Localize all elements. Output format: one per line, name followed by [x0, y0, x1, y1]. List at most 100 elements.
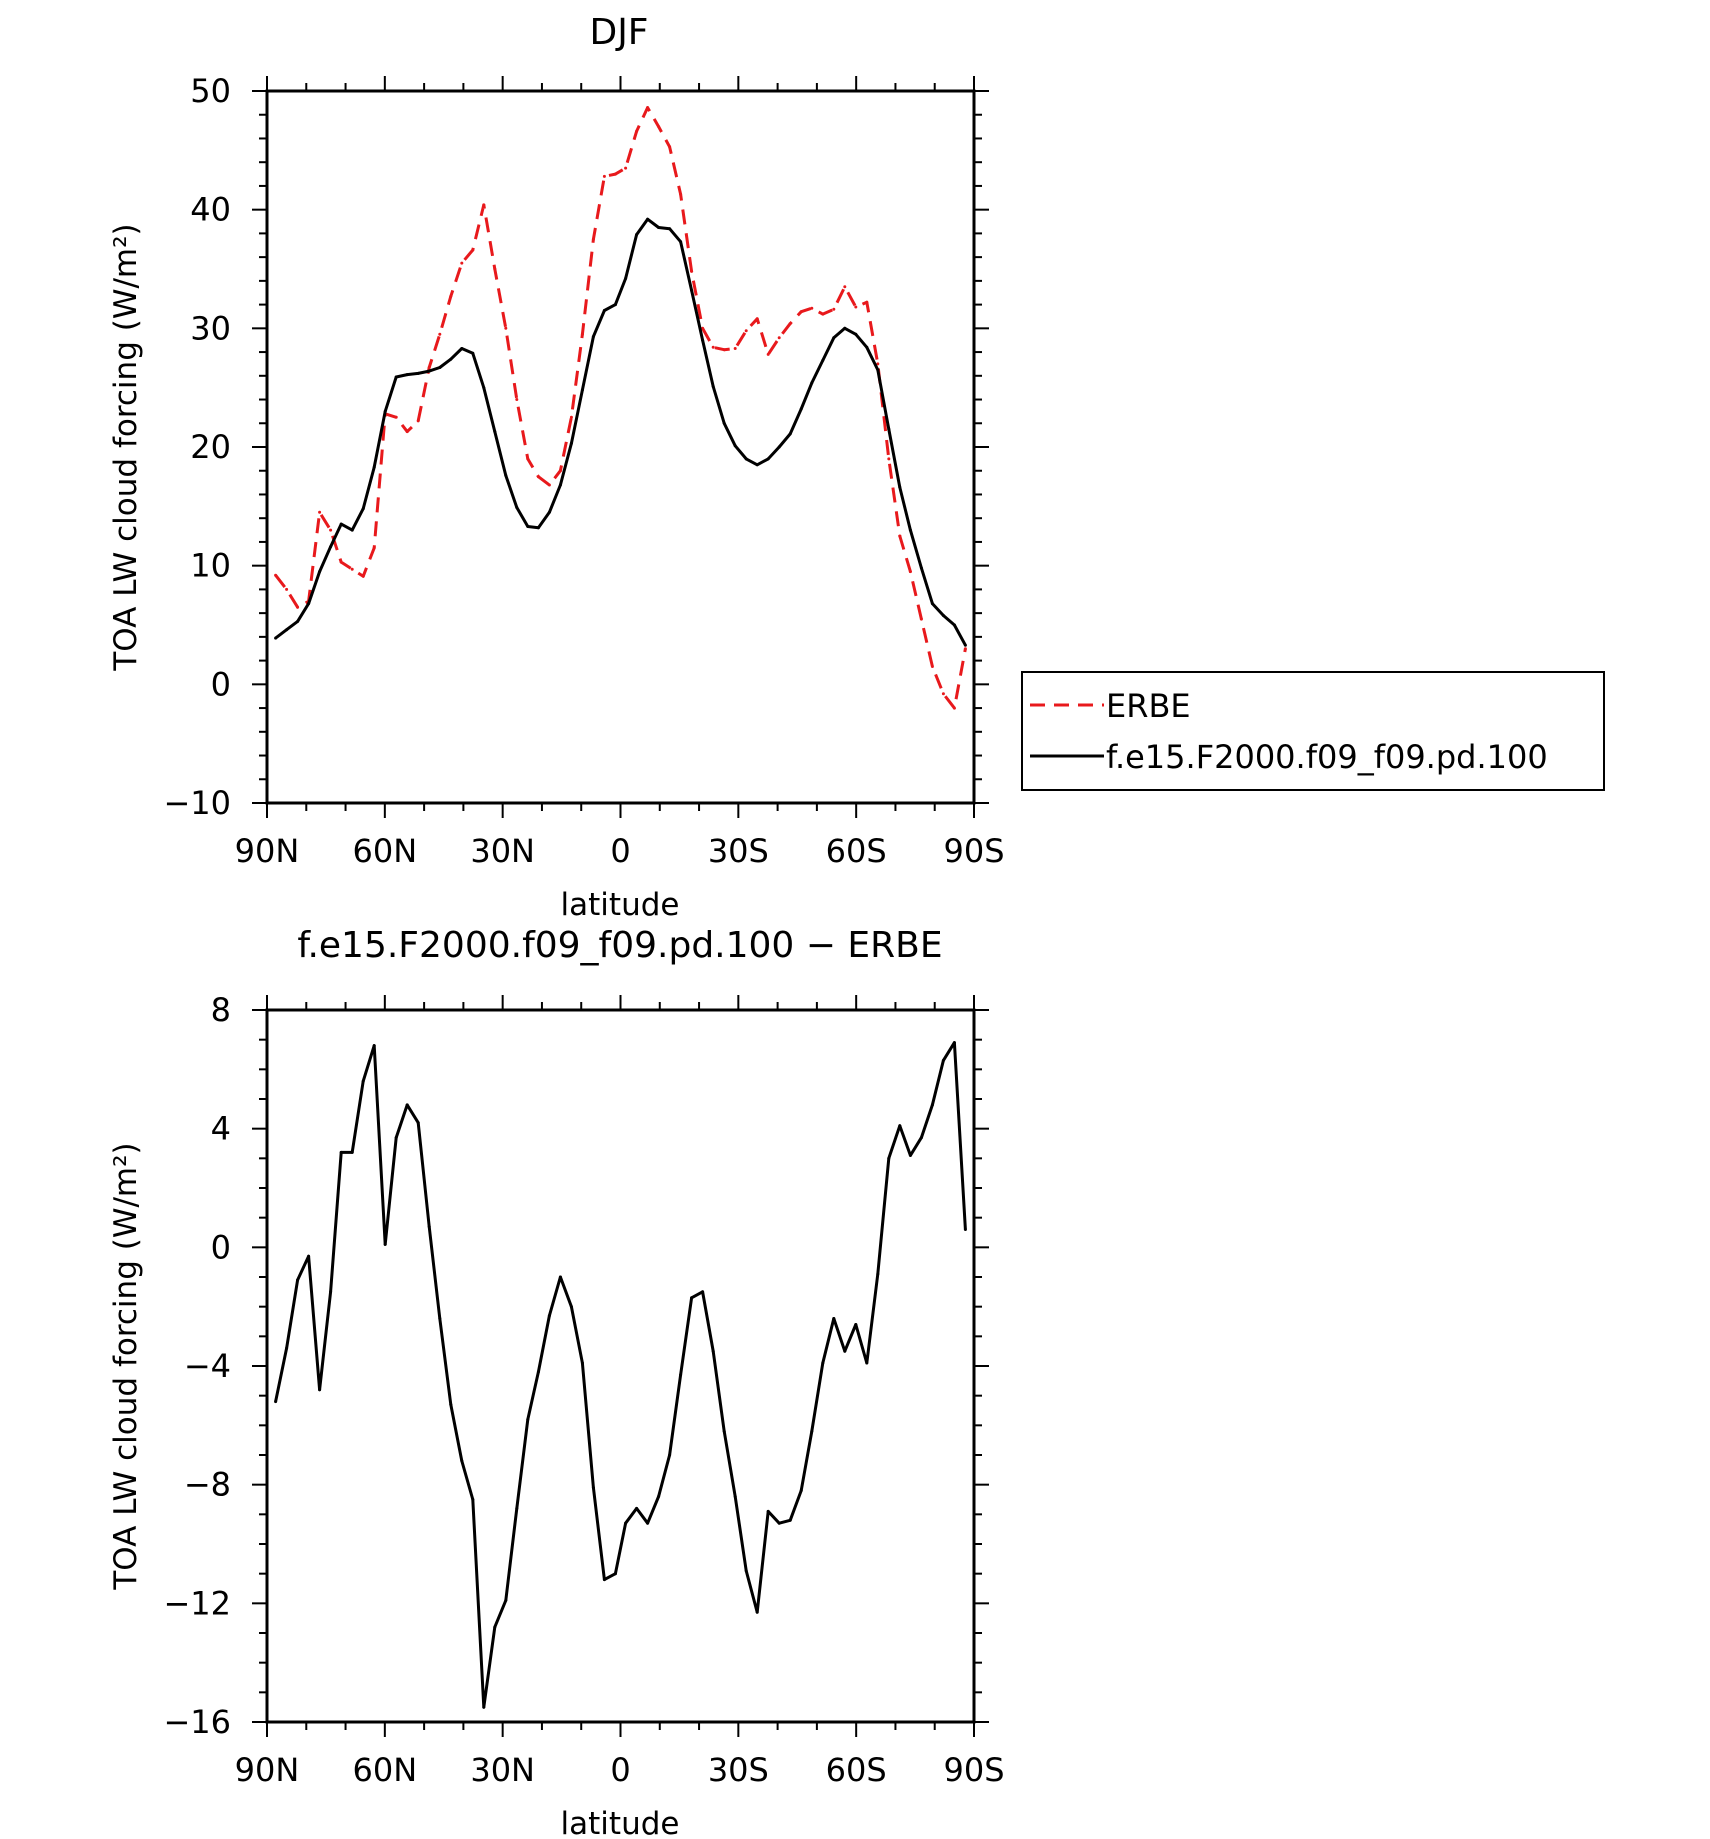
- bottom-x-axis-label: latitude: [561, 1806, 680, 1839]
- top-series-1-point: [613, 303, 617, 307]
- top-series-0-point: [952, 706, 956, 710]
- bottom-series-0-point: [383, 1242, 387, 1246]
- legend-box: [1021, 671, 1605, 791]
- top-series-1-point: [821, 358, 825, 362]
- top-series-1-point: [898, 485, 902, 489]
- top-series-0-point: [657, 125, 661, 129]
- bottom-series-0-point: [898, 1124, 902, 1128]
- top-series-1-point: [777, 445, 781, 449]
- bottom-y-tick-label: 8: [211, 991, 231, 1029]
- top-series-0-point: [799, 310, 803, 314]
- top-series-0-point: [832, 307, 836, 311]
- top-series-0-point: [536, 475, 540, 479]
- top-series-0-point: [941, 692, 945, 696]
- bottom-series-0-point: [558, 1275, 562, 1279]
- top-series-0-point: [471, 248, 475, 252]
- top-series-0-point: [613, 172, 617, 176]
- top-series-1-point: [383, 409, 387, 413]
- top-x-tick-label: 90N: [235, 832, 300, 870]
- top-series-0-point: [898, 534, 902, 538]
- top-series-0-point: [361, 574, 365, 578]
- bottom-series-0-point: [876, 1272, 880, 1276]
- top-series-1-point: [558, 483, 562, 487]
- bottom-series-0-point: [482, 1705, 486, 1709]
- top-series-1-point: [919, 566, 923, 570]
- top-series-0-point: [876, 362, 880, 366]
- top-series-1-point: [711, 385, 715, 388]
- bottom-series-0-point: [591, 1486, 595, 1490]
- bottom-series-0-point: [307, 1254, 311, 1258]
- bottom-series-0-point: [329, 1290, 333, 1294]
- bottom-x-tick-label: 30N: [470, 1751, 535, 1789]
- bottom-series-0-point: [788, 1518, 792, 1522]
- top-y-axis-label: TOA LW cloud forcing (W/m²): [108, 223, 144, 671]
- bottom-series-0-point: [536, 1370, 540, 1374]
- top-plot-frame: [265, 89, 976, 805]
- bottom-series-0-point: [832, 1317, 836, 1320]
- bottom-y-tick-label: −12: [163, 1584, 231, 1622]
- top-series-1-point: [908, 528, 912, 532]
- bottom-plot-frame: [265, 1008, 976, 1724]
- bottom-chart-title: f.e15.F2000.f09_f09.pd.100 − ERBE: [297, 925, 942, 966]
- top-series-1-point: [405, 373, 409, 377]
- bottom-series-0-point: [339, 1150, 343, 1154]
- top-series-1-point: [372, 465, 376, 469]
- top-series-1-point: [329, 545, 333, 549]
- top-series-0-point: [646, 106, 650, 110]
- top-series-1-point: [887, 427, 891, 431]
- bottom-series-layer: [274, 1041, 967, 1709]
- top-series-0-point: [624, 166, 628, 170]
- bottom-series-0-point: [755, 1610, 759, 1614]
- top-series-0-point: [930, 665, 934, 668]
- bottom-series-0-point: [679, 1373, 683, 1377]
- top-series-1-point: [722, 421, 726, 425]
- top-series-0-point: [602, 174, 606, 178]
- top-series-0-point: [668, 145, 672, 149]
- top-series-0-point: [372, 546, 376, 550]
- top-x-tick-label: 90S: [943, 832, 1004, 870]
- bottom-series-0-point: [515, 1506, 519, 1510]
- bottom-series-0-point: [646, 1521, 650, 1525]
- top-series-1-point: [318, 570, 322, 574]
- top-series-0-point: [547, 483, 551, 487]
- top-chart-title: DJF: [589, 12, 648, 53]
- top-series-0-point: [755, 317, 759, 321]
- top-series-1-point: [624, 277, 628, 280]
- top-panel: DJF 90N 60N 30N 0 30S 60S 90S −10 0 10 20 30 40 50 l…: [108, 12, 1005, 923]
- top-series-0-point: [635, 129, 639, 133]
- top-series-0-point: [821, 312, 825, 316]
- top-series-0-point: [329, 528, 333, 532]
- bottom-series-0-point: [394, 1136, 398, 1140]
- bottom-series-0-point: [711, 1349, 715, 1353]
- bottom-series-0-point: [810, 1429, 814, 1433]
- bottom-series-0-point: [372, 1044, 376, 1048]
- bottom-series-0-point: [449, 1403, 453, 1407]
- top-series-1-point: [865, 345, 869, 349]
- top-series-1-point: [941, 614, 945, 617]
- top-series-0-point: [679, 192, 683, 196]
- bottom-series-0-point: [952, 1041, 956, 1045]
- bottom-series-0-point: [624, 1521, 628, 1525]
- top-series-1-point: [471, 351, 475, 355]
- top-series-0-point: [515, 398, 519, 401]
- bottom-series-0-point: [887, 1156, 891, 1160]
- bottom-series-0-point: [843, 1349, 847, 1353]
- top-y-tick-label: 50: [190, 72, 231, 110]
- top-series-0-point: [493, 267, 497, 271]
- top-series-1-point: [339, 522, 343, 526]
- top-series-1-point: [515, 506, 519, 509]
- bottom-series-0-point: [777, 1521, 781, 1525]
- top-y-tick-labels: −10 0 10 20 30 40 50: [163, 72, 231, 822]
- bottom-series-0-point: [471, 1498, 475, 1501]
- top-x-tick-label: 0: [610, 832, 630, 870]
- bottom-y-tick-label: −16: [163, 1703, 231, 1741]
- top-series-layer: [274, 106, 967, 710]
- top-series-0-point: [460, 261, 464, 265]
- top-series-0-point: [318, 510, 322, 514]
- bottom-series-0-point: [701, 1290, 705, 1294]
- bottom-series-0-point: [799, 1489, 803, 1493]
- top-series-1-point: [963, 643, 967, 647]
- bottom-series-0-point: [274, 1400, 278, 1404]
- bottom-x-tick-label: 90S: [943, 1751, 1004, 1789]
